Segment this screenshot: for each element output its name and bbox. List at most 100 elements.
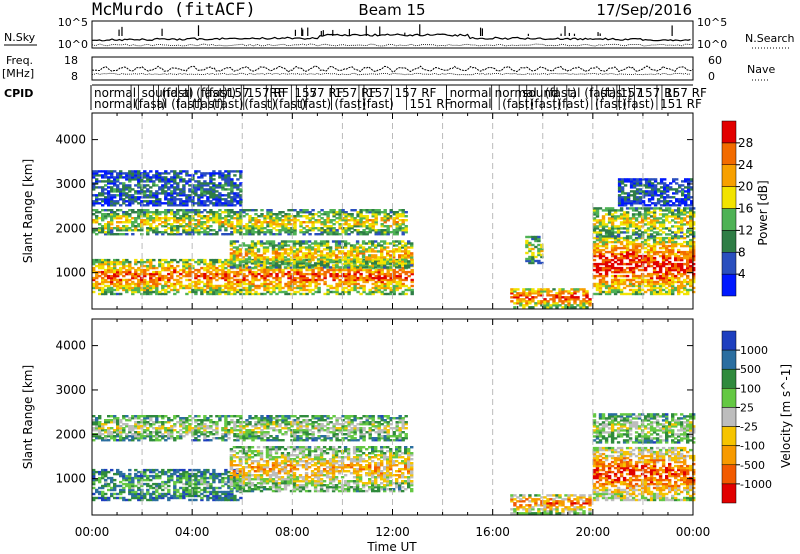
heatmap-cell (622, 270, 627, 274)
heatmap-cell (595, 213, 600, 216)
heatmap-cell (389, 274, 393, 278)
heatmap-cell (110, 198, 114, 201)
heatmap-cell (197, 221, 201, 224)
heatmap-cell (158, 260, 162, 264)
heatmap-cell (266, 290, 270, 294)
heatmap-cell (179, 276, 183, 280)
heatmap-cell (310, 242, 315, 245)
heatmap-cell (155, 276, 159, 280)
heatmap-cell (334, 264, 339, 267)
heatmap-cell (143, 180, 147, 183)
nsearch-tick-bottom: 10^0 (697, 38, 727, 51)
heatmap-cell (185, 286, 189, 290)
heatmap-cell (230, 170, 234, 173)
heatmap-cell (125, 272, 129, 276)
heatmap-cell (161, 286, 165, 290)
heatmap-cell (275, 272, 279, 276)
heatmap-cell (346, 250, 351, 253)
heatmap-cell (576, 298, 580, 301)
heatmap-cell (104, 180, 108, 183)
heatmap-cell (655, 262, 660, 266)
heatmap-cell (221, 178, 225, 181)
heatmap-cell (692, 244, 696, 248)
heatmap-cell (113, 194, 117, 197)
heatmap-cell (206, 221, 210, 224)
heatmap-cell (95, 215, 99, 218)
heatmap-cell (555, 294, 559, 297)
heatmap-cell (607, 292, 612, 296)
heatmap-cell (638, 180, 643, 183)
heatmap-cell (365, 221, 369, 224)
heatmap-cell (266, 221, 270, 224)
heatmap-cell (631, 231, 636, 234)
heatmap-cell (374, 276, 378, 280)
heatmap-cell (119, 172, 123, 175)
heatmap-cell (623, 178, 628, 181)
heatmap-cell (308, 282, 312, 286)
heatmap-cell (549, 304, 553, 307)
heatmap-cell (314, 266, 318, 270)
heatmap-cell (290, 258, 294, 262)
heatmap-cell (266, 213, 270, 216)
heatmap-cell (128, 268, 132, 272)
heatmap-cell (613, 278, 618, 282)
heatmap-cell (332, 213, 336, 216)
heatmap-cell (663, 204, 667, 207)
heatmap-cell (683, 207, 687, 210)
heatmap-cell (677, 250, 681, 254)
heatmap-cell (516, 296, 520, 299)
heatmap-cell (116, 272, 120, 276)
heatmap-cell (113, 204, 117, 207)
heatmap-cell (137, 280, 141, 284)
heatmap-cell (95, 170, 99, 173)
heatmap-cell (365, 280, 369, 284)
heatmap-cell (604, 266, 609, 270)
heatmap-cell (665, 258, 669, 262)
heatmap-cell (652, 250, 657, 254)
heatmap-cell (188, 211, 192, 214)
heatmap-cell (227, 276, 231, 280)
heatmap-cell (253, 266, 258, 269)
heatmap-cell (683, 254, 687, 258)
heatmap-cell (173, 204, 177, 207)
heatmap-cell (158, 172, 162, 175)
heatmap-cell (98, 262, 102, 266)
heatmap-cell (641, 196, 646, 199)
heatmap-cell (182, 221, 186, 224)
heatmap-cell (377, 231, 381, 234)
heatmap-cell (286, 248, 291, 251)
heatmap-cell (278, 268, 282, 272)
heatmap-cell (689, 240, 693, 244)
heatmap-cell (329, 227, 333, 230)
heatmap-cell (546, 288, 550, 291)
heatmap-cell (227, 262, 231, 266)
cpid-label-text: (fast) (595, 97, 627, 111)
heatmap-cell (310, 254, 315, 257)
heatmap-cell (395, 215, 399, 218)
heatmap-cell (314, 280, 318, 284)
heatmap-cell (395, 280, 399, 284)
heatmap-cell (239, 217, 243, 220)
heatmap-cell (305, 272, 309, 276)
heatmap-cell (302, 276, 306, 280)
heatmap-cell (110, 219, 114, 222)
heatmap-cell (301, 256, 306, 259)
heatmap-cell (601, 217, 606, 220)
heatmap-cell (680, 227, 684, 230)
cpid-label-text: (fast) (622, 97, 654, 111)
heatmap-cell (185, 215, 189, 218)
heatmap-cell (677, 225, 681, 228)
heatmap-cell (152, 204, 156, 207)
heatmap-cell (653, 178, 658, 181)
heatmap-cell (110, 188, 114, 191)
heatmap-cell (510, 290, 514, 293)
heatmap-cell (616, 238, 621, 242)
heatmap-cell (188, 258, 192, 262)
heatmap-cell (528, 235, 532, 239)
heatmap-cell (525, 239, 529, 243)
heatmap-cell (286, 264, 291, 267)
heatmap-cell (404, 284, 408, 288)
heatmap-cell (113, 258, 117, 262)
heatmap-cell (122, 190, 126, 193)
heatmap-cell (592, 248, 597, 252)
